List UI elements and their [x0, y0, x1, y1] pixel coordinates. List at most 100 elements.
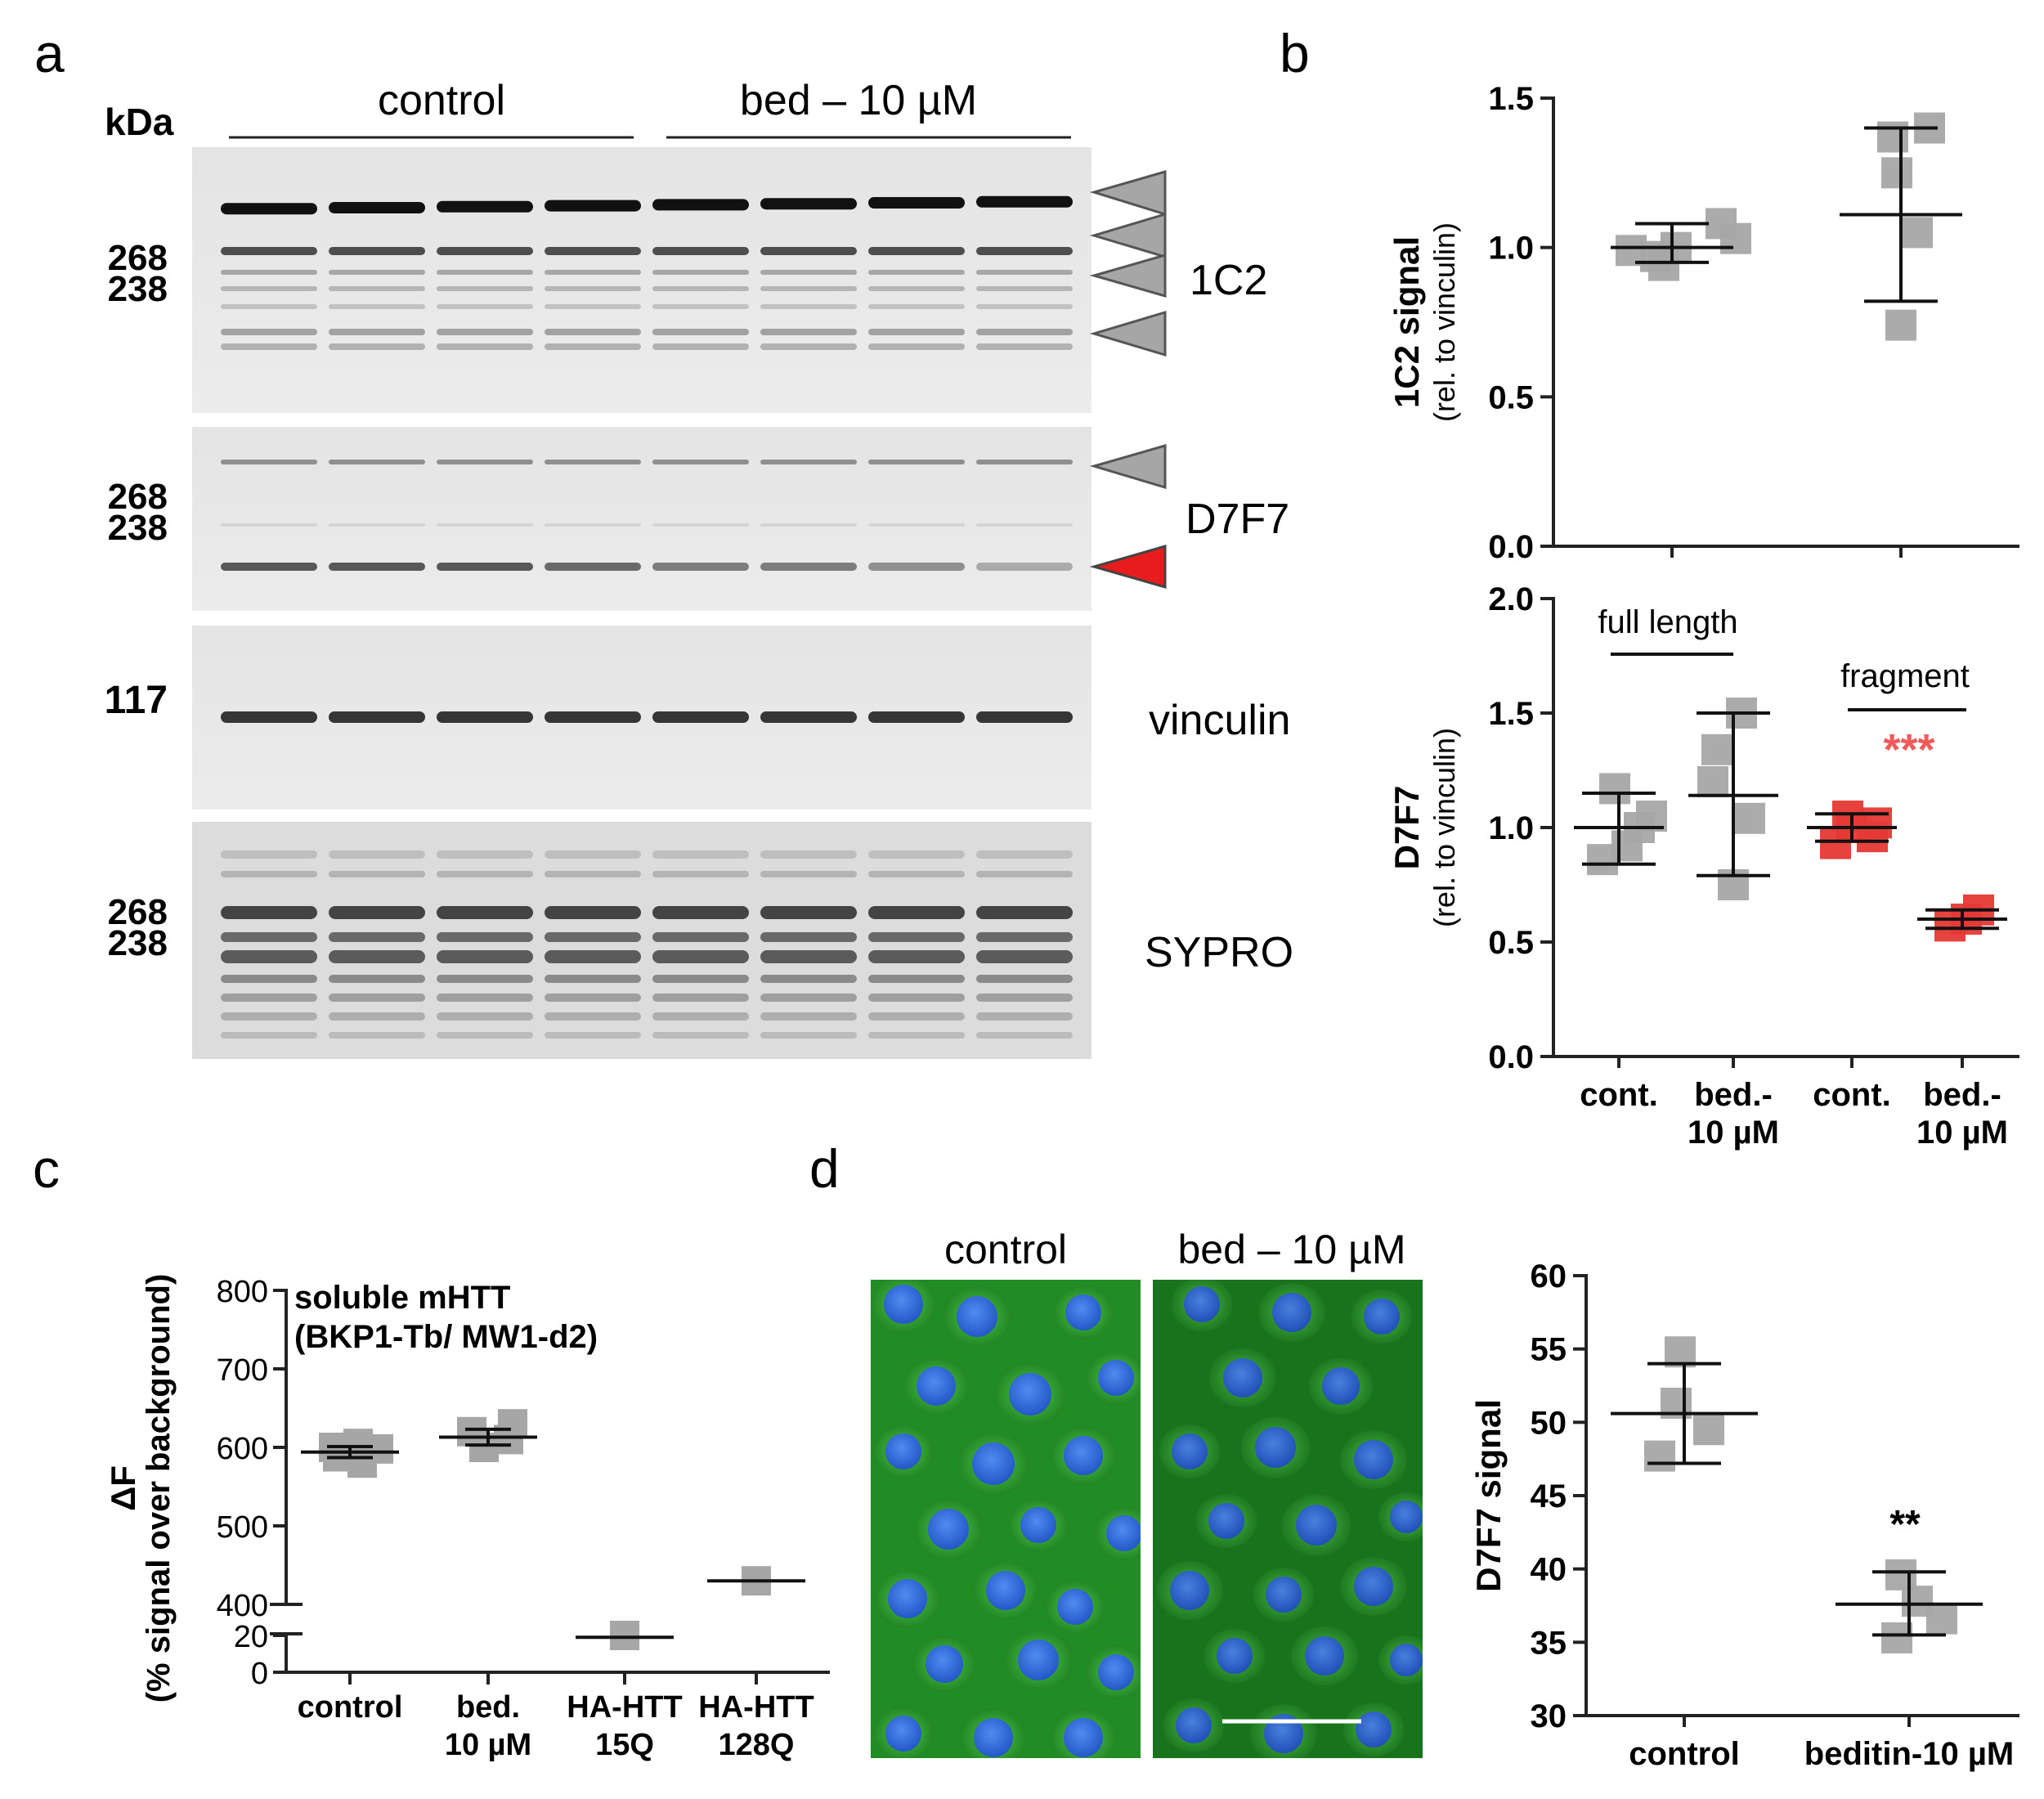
blot-band — [437, 247, 533, 255]
blot-band — [760, 871, 857, 877]
nucleus — [1255, 1427, 1296, 1468]
blot-band — [868, 563, 965, 571]
blot-band — [868, 329, 965, 335]
blot-band — [221, 329, 317, 335]
blot-band — [868, 711, 965, 723]
data-point — [610, 1621, 639, 1650]
data-point — [1644, 1440, 1675, 1472]
blot-band — [652, 975, 749, 983]
blot-band — [868, 906, 965, 919]
data-point — [1902, 217, 1933, 249]
blot-band — [760, 329, 857, 335]
x-tick-label: cont. — [1580, 1077, 1658, 1113]
x-tick-label: bed. — [456, 1690, 520, 1725]
blot-band — [652, 523, 749, 527]
nucleus — [1364, 1299, 1400, 1335]
blot-1c2-membrane — [192, 147, 1091, 413]
blot-band — [760, 286, 857, 291]
nucleus — [1057, 1589, 1093, 1625]
blot-band — [760, 563, 857, 571]
blot-band — [545, 906, 641, 919]
blot-band — [221, 270, 317, 275]
nucleus — [917, 1366, 956, 1406]
nucleus — [1098, 1360, 1134, 1396]
image-label-bed: bed – 10 µM — [1178, 1227, 1406, 1272]
blot-band — [976, 195, 1073, 208]
data-point — [1881, 1622, 1912, 1653]
blot-band — [760, 523, 857, 527]
blot-band — [760, 975, 857, 983]
blot-band — [329, 343, 425, 350]
data-point — [1881, 157, 1912, 189]
blot-band — [652, 304, 749, 309]
nucleus — [1065, 1294, 1101, 1330]
blot-band — [329, 975, 425, 983]
y-tick-label: 0.0 — [1488, 1039, 1534, 1075]
blot-band — [976, 950, 1073, 963]
blot-band — [221, 343, 317, 350]
chart-title: soluble mHTT — [294, 1280, 510, 1316]
blot-band — [976, 523, 1073, 527]
blot-band — [329, 523, 425, 527]
blot-band — [868, 850, 965, 859]
y-tick-label: 0.0 — [1488, 529, 1534, 565]
panel-a: a kDa control bed – 10 µM 268 238 1C2 26… — [34, 23, 1293, 1059]
blot-band — [329, 329, 425, 335]
blot-band — [652, 460, 749, 464]
chart-b-top: 0.0 0.5 1.0 1.5 1C2 signal (rel. to vinculin) — [1387, 81, 2019, 565]
blot-label-1c2: 1C2 — [1190, 257, 1267, 304]
nucleus — [926, 1645, 963, 1683]
data-point — [1885, 1559, 1916, 1590]
panel-c: c 400 500 600 700 800 020 ΔF(% signal over bac… — [33, 1138, 830, 1762]
blot-band — [437, 563, 533, 571]
blot-band — [652, 199, 749, 211]
y-tick-label: 30 — [1531, 1698, 1567, 1734]
arrow-gray-icon — [1089, 170, 1167, 217]
blot-band — [760, 460, 857, 464]
marker-238-sypro: 238 — [108, 923, 168, 963]
blot-band — [652, 343, 749, 350]
blot-band — [760, 304, 857, 309]
blot-band — [437, 711, 533, 723]
x-tick-label: cont. — [1813, 1077, 1891, 1113]
blot-band — [545, 994, 641, 1002]
nucleus — [1272, 1293, 1311, 1332]
blot-band — [329, 711, 425, 723]
data-point — [1697, 766, 1728, 797]
nucleus — [1106, 1515, 1141, 1551]
blot-band — [221, 203, 317, 215]
chart-title: (BKP1-Tb/ MW1-d2) — [294, 1319, 598, 1355]
nucleus — [1064, 1436, 1103, 1475]
blot-band — [437, 1032, 533, 1039]
y-tick-label: 500 — [217, 1510, 268, 1545]
blot-band — [652, 1032, 749, 1039]
blot-sypro — [192, 822, 1091, 1059]
blot-band — [545, 523, 641, 527]
blot-band — [545, 1032, 641, 1039]
nucleus — [1172, 1433, 1208, 1469]
blot-band — [760, 711, 857, 723]
blot-band — [976, 850, 1073, 859]
blot-band — [545, 286, 641, 291]
blot-band — [652, 711, 749, 723]
data-point — [1706, 208, 1737, 240]
micrograph-control — [871, 1280, 1141, 1758]
blot-band — [545, 975, 641, 983]
blot-band — [545, 247, 641, 255]
blot-band — [437, 200, 533, 213]
data-point — [1648, 249, 1679, 281]
blot-band — [868, 247, 965, 255]
blot-band — [760, 994, 857, 1002]
blot-band — [221, 711, 317, 723]
blot-band — [652, 850, 749, 859]
blot-band — [976, 270, 1073, 275]
blot-band — [437, 304, 533, 309]
y-tick-label: 50 — [1531, 1405, 1567, 1441]
group-label-bed: bed – 10 µM — [740, 77, 977, 124]
blot-band — [437, 906, 533, 919]
blot-band — [760, 1032, 857, 1039]
x-tick-label: bed.- — [1923, 1077, 2001, 1113]
blot-band — [221, 1032, 317, 1039]
nucleus — [884, 1285, 923, 1324]
nucleus — [1223, 1358, 1262, 1397]
